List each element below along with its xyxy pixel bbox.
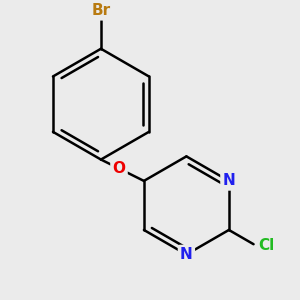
Text: N: N <box>180 247 193 262</box>
Text: Cl: Cl <box>258 238 274 253</box>
Text: O: O <box>112 161 125 176</box>
Text: Br: Br <box>92 3 110 18</box>
Text: N: N <box>223 173 235 188</box>
